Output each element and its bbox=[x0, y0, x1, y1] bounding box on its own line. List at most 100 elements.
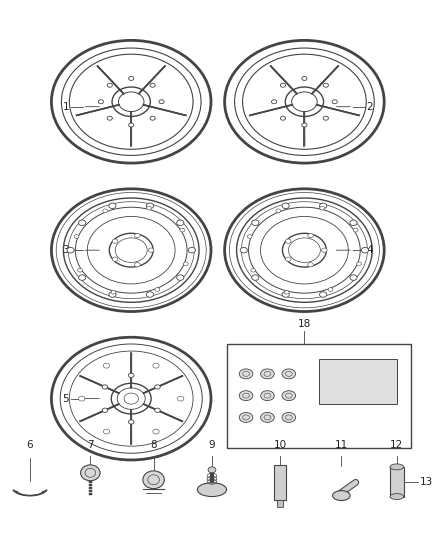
Ellipse shape bbox=[323, 83, 328, 87]
Ellipse shape bbox=[188, 247, 195, 253]
Ellipse shape bbox=[350, 220, 357, 225]
Ellipse shape bbox=[302, 76, 307, 80]
Ellipse shape bbox=[239, 391, 253, 401]
Ellipse shape bbox=[102, 408, 108, 413]
Ellipse shape bbox=[282, 391, 296, 401]
Ellipse shape bbox=[282, 413, 296, 422]
Ellipse shape bbox=[177, 396, 184, 401]
Ellipse shape bbox=[112, 257, 118, 261]
Bar bbox=[274, 465, 286, 499]
Ellipse shape bbox=[150, 116, 155, 120]
Ellipse shape bbox=[81, 465, 100, 481]
Ellipse shape bbox=[180, 228, 185, 232]
Text: 11: 11 bbox=[335, 440, 348, 450]
Ellipse shape bbox=[320, 292, 327, 297]
Ellipse shape bbox=[155, 408, 160, 413]
Ellipse shape bbox=[198, 483, 226, 497]
Ellipse shape bbox=[153, 429, 159, 434]
Ellipse shape bbox=[280, 116, 286, 120]
Ellipse shape bbox=[280, 83, 286, 87]
Ellipse shape bbox=[111, 290, 116, 294]
Ellipse shape bbox=[320, 203, 327, 208]
Ellipse shape bbox=[129, 123, 134, 127]
Ellipse shape bbox=[109, 203, 116, 208]
Text: 8: 8 bbox=[150, 440, 157, 450]
Ellipse shape bbox=[276, 209, 281, 213]
Ellipse shape bbox=[308, 263, 313, 267]
Ellipse shape bbox=[153, 363, 159, 368]
Ellipse shape bbox=[146, 203, 154, 208]
Ellipse shape bbox=[357, 262, 361, 265]
Ellipse shape bbox=[252, 275, 259, 280]
Ellipse shape bbox=[240, 247, 247, 253]
Ellipse shape bbox=[247, 235, 252, 238]
Text: 18: 18 bbox=[298, 319, 311, 329]
Ellipse shape bbox=[147, 206, 152, 210]
Ellipse shape bbox=[148, 248, 154, 252]
Text: 2: 2 bbox=[367, 102, 373, 112]
Ellipse shape bbox=[272, 100, 277, 104]
Ellipse shape bbox=[98, 100, 103, 104]
Text: 13: 13 bbox=[420, 477, 434, 487]
Ellipse shape bbox=[286, 257, 291, 261]
Ellipse shape bbox=[134, 263, 140, 267]
Ellipse shape bbox=[107, 116, 113, 120]
Bar bbox=[226, 344, 411, 448]
Ellipse shape bbox=[109, 292, 116, 297]
Ellipse shape bbox=[103, 363, 110, 368]
Ellipse shape bbox=[239, 369, 253, 379]
Ellipse shape bbox=[112, 239, 118, 243]
Ellipse shape bbox=[282, 369, 296, 379]
Ellipse shape bbox=[134, 233, 140, 238]
Ellipse shape bbox=[261, 413, 274, 422]
Ellipse shape bbox=[261, 391, 274, 401]
Ellipse shape bbox=[78, 396, 85, 401]
Ellipse shape bbox=[78, 275, 86, 280]
Text: 9: 9 bbox=[208, 440, 215, 450]
Bar bbox=[277, 499, 283, 507]
Ellipse shape bbox=[177, 220, 184, 225]
Ellipse shape bbox=[251, 269, 256, 272]
Ellipse shape bbox=[261, 369, 274, 379]
Ellipse shape bbox=[302, 123, 307, 127]
Ellipse shape bbox=[74, 235, 79, 238]
Ellipse shape bbox=[208, 467, 216, 473]
Ellipse shape bbox=[308, 233, 313, 238]
Ellipse shape bbox=[323, 116, 328, 120]
Ellipse shape bbox=[102, 385, 108, 389]
Ellipse shape bbox=[252, 220, 259, 225]
Ellipse shape bbox=[159, 100, 164, 104]
Ellipse shape bbox=[390, 464, 404, 470]
Text: 3: 3 bbox=[62, 245, 69, 255]
Ellipse shape bbox=[128, 373, 134, 377]
Ellipse shape bbox=[177, 275, 184, 280]
Ellipse shape bbox=[332, 491, 350, 500]
Bar bbox=[319, 359, 397, 403]
Ellipse shape bbox=[321, 248, 327, 252]
Ellipse shape bbox=[78, 220, 86, 225]
Text: 6: 6 bbox=[27, 440, 33, 450]
Ellipse shape bbox=[103, 429, 110, 434]
Ellipse shape bbox=[320, 206, 325, 210]
Ellipse shape bbox=[129, 76, 134, 80]
Ellipse shape bbox=[239, 413, 253, 422]
Ellipse shape bbox=[390, 494, 404, 499]
Ellipse shape bbox=[284, 290, 289, 294]
Ellipse shape bbox=[103, 209, 107, 213]
Ellipse shape bbox=[78, 269, 82, 272]
Ellipse shape bbox=[155, 288, 160, 292]
Bar bbox=[390, 467, 404, 497]
Ellipse shape bbox=[67, 247, 74, 253]
Ellipse shape bbox=[282, 292, 289, 297]
Ellipse shape bbox=[184, 262, 188, 265]
Ellipse shape bbox=[128, 420, 134, 424]
Ellipse shape bbox=[155, 385, 160, 389]
Ellipse shape bbox=[353, 228, 358, 232]
Ellipse shape bbox=[107, 83, 113, 87]
Ellipse shape bbox=[150, 83, 155, 87]
Ellipse shape bbox=[332, 100, 337, 104]
Ellipse shape bbox=[282, 203, 289, 208]
Ellipse shape bbox=[286, 239, 291, 243]
Ellipse shape bbox=[361, 247, 369, 253]
Ellipse shape bbox=[328, 288, 333, 292]
